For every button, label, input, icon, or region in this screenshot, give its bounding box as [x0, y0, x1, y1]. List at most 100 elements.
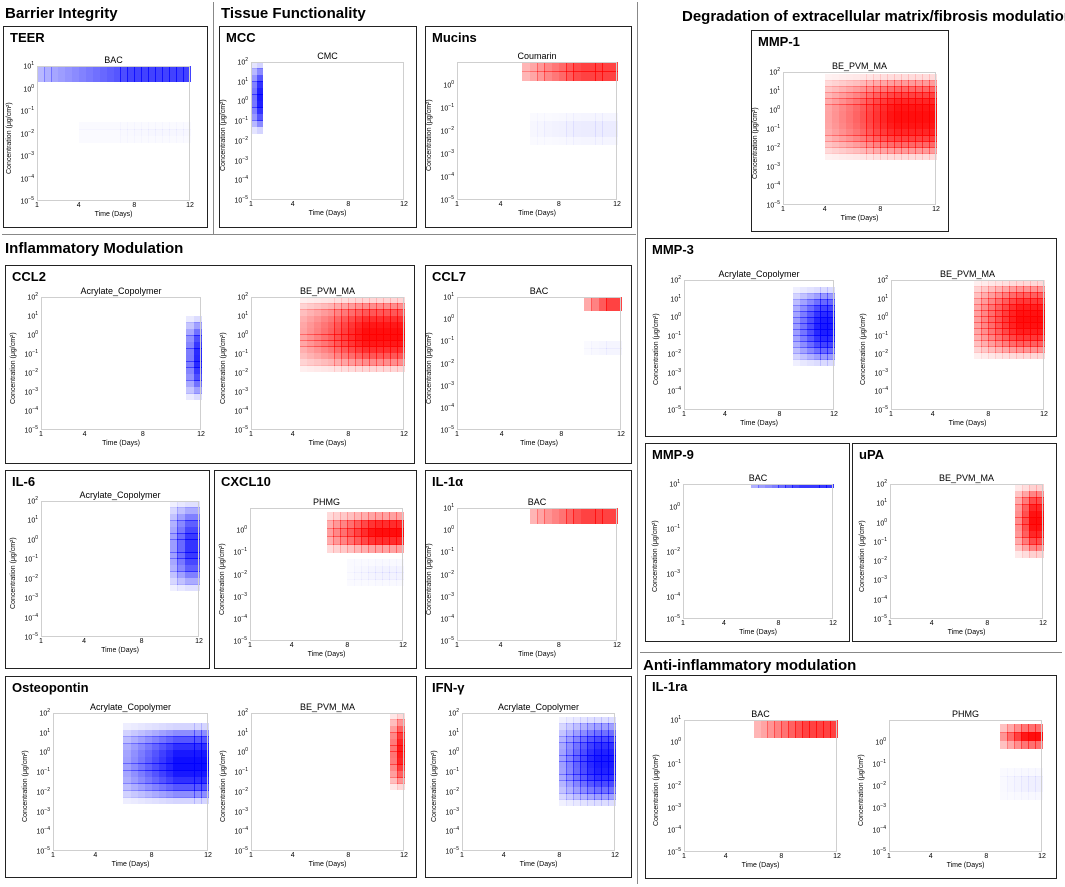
heatmap-cell [299, 358, 308, 366]
y-tick-label: 10−2 [234, 135, 249, 146]
heatmap-cell [191, 539, 200, 547]
heatmap-cell [1002, 298, 1010, 305]
heatmap-cell [813, 317, 821, 325]
heatmap-cell [587, 723, 595, 731]
heatmap-cell [1015, 490, 1023, 498]
heatmap-cell [177, 571, 186, 579]
heatmap-cell [137, 796, 146, 805]
heatmap-cell [792, 485, 800, 488]
heatmap-cell [186, 361, 195, 369]
x-tick-label: 12 [186, 202, 194, 209]
plot-title: BAC [104, 55, 123, 65]
heatmap-cell [383, 309, 391, 317]
heatmap-cell [981, 346, 989, 353]
heatmap-cell [1000, 732, 1008, 742]
heatmap-cell [1016, 352, 1024, 359]
heatmap-cell [193, 722, 202, 731]
heatmap-cell [609, 136, 618, 146]
heatmap-cell [880, 153, 888, 160]
heatmap-cell [793, 293, 801, 301]
heatmap-cell [369, 358, 377, 366]
panel-label: CCL7 [432, 269, 466, 284]
heatmap-cell [390, 725, 398, 733]
heatmap-cell [929, 73, 937, 81]
heatmap-cell [915, 104, 923, 112]
x-tick-label: 4 [290, 201, 295, 208]
heatmap-cell [566, 735, 574, 743]
heatmap-cell [130, 783, 139, 791]
plot-title: PHMG [952, 709, 979, 719]
heatmap-cell [595, 112, 604, 122]
heatmap-cell [974, 352, 982, 359]
heatmap-cell [824, 104, 833, 112]
heatmap-cell [595, 62, 604, 72]
heatmap-cell [172, 756, 181, 764]
heatmap-cell [1021, 740, 1029, 750]
heatmap-cell [988, 304, 996, 311]
heatmap-cell [1029, 517, 1037, 525]
heatmap-cell [880, 73, 888, 81]
heatmap-cell [922, 141, 930, 148]
heatmap-cell [799, 359, 808, 367]
heatmap-cell [183, 66, 191, 75]
heatmap-cell [594, 773, 602, 781]
x-tick-label: 12 [400, 431, 408, 438]
heatmap-cell [915, 80, 923, 87]
heatmap-cell [580, 754, 588, 762]
heatmap-cell [915, 110, 923, 118]
y-tick-label: 10−5 [234, 195, 249, 205]
heatmap-cell [820, 317, 828, 325]
y-tick-label: 10−4 [873, 594, 888, 605]
heatmap-cell [396, 528, 404, 537]
x-tick-label: 1 [455, 431, 459, 438]
y-tick-label: 10−5 [445, 846, 460, 856]
heatmap-cell [313, 309, 322, 317]
heatmap-cell [123, 763, 132, 771]
heatmap-cell [341, 334, 349, 341]
heatmap-cell [922, 73, 930, 81]
heatmap-cell [144, 770, 153, 778]
heatmap-cell [880, 116, 888, 124]
y-tick-label: 10−1 [234, 116, 249, 126]
heatmap-cell [838, 92, 847, 99]
x-axis-label: Time (Days) [308, 861, 347, 868]
heatmap-cell [544, 128, 553, 138]
heatmap-cell [186, 776, 195, 785]
heatmap-cell [608, 761, 616, 769]
heatmap-cell [606, 347, 615, 356]
heatmap-cell [1030, 340, 1038, 347]
heatmap-cell [894, 98, 902, 106]
heatmap-cell [827, 299, 835, 307]
y-tick-label: 10−4 [666, 591, 681, 601]
heatmap-cell [1007, 740, 1015, 750]
heatmap-cell [1023, 334, 1031, 341]
heatmap-cell [130, 763, 139, 771]
y-tick-label: 10−3 [234, 387, 249, 397]
heatmap-cell [193, 783, 202, 791]
heatmap-cell [348, 364, 356, 372]
heatmap-cell [1037, 346, 1045, 353]
heatmap-cell [922, 98, 930, 106]
heatmap-cell [186, 770, 195, 778]
y-tick-label: 100 [875, 737, 886, 747]
heatmap-cell [894, 147, 902, 154]
heatmap-cell [859, 86, 868, 93]
panel-upa: uPA [852, 443, 1057, 642]
heatmap-cell [193, 763, 202, 771]
heatmap-cell [608, 742, 616, 750]
plot-frame [891, 280, 1044, 410]
plot-frame [251, 62, 404, 200]
heatmap-cell [845, 98, 854, 106]
heatmap-cell [113, 73, 122, 83]
heatmap-cell [587, 716, 595, 724]
plot-title: BAC [527, 497, 547, 507]
y-tick-label: 101 [877, 293, 888, 303]
y-tick-label: 10−2 [440, 126, 455, 136]
heatmap-cell [915, 134, 923, 142]
y-tick-label: 100 [237, 330, 248, 340]
heatmap-cell [1022, 523, 1030, 532]
heatmap-cell [170, 571, 179, 579]
heatmap-cell [186, 316, 195, 324]
heatmap-cell [376, 358, 384, 366]
heatmap-cell [767, 720, 775, 730]
